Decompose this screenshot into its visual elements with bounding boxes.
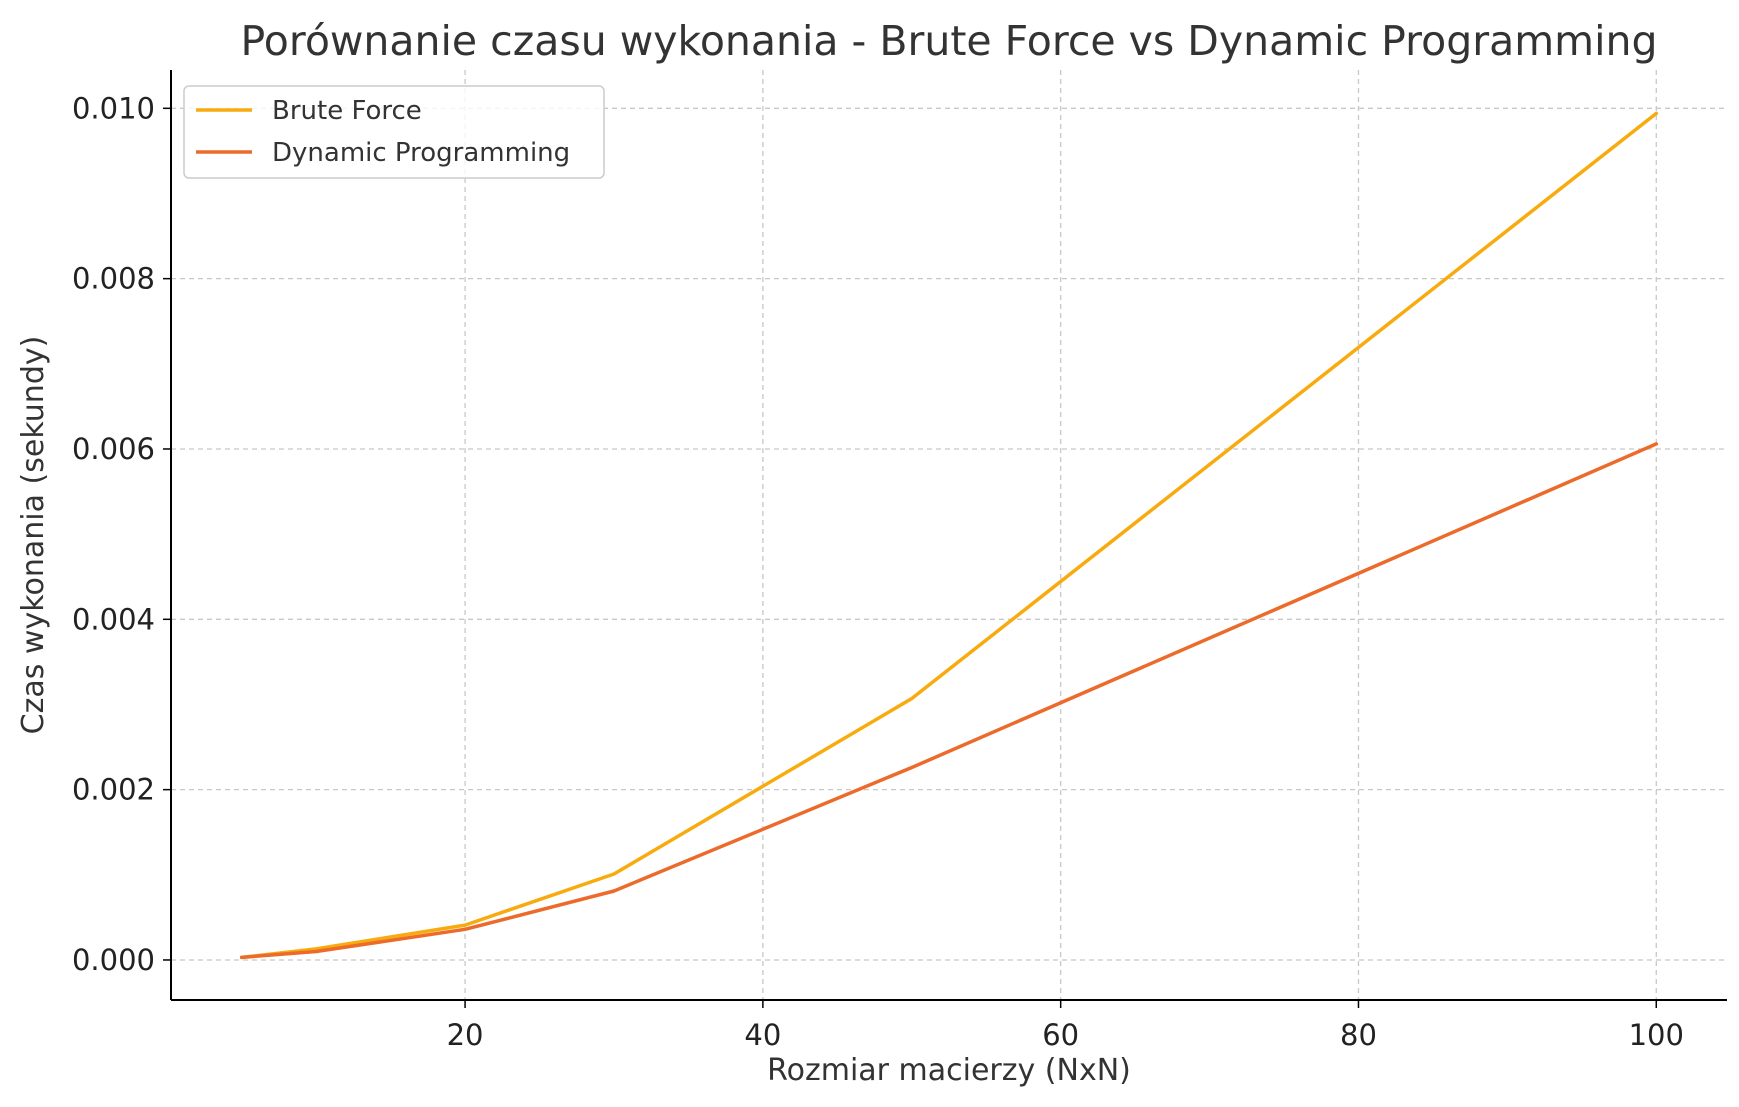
legend-frame [183, 85, 605, 179]
grid [171, 70, 1727, 1000]
y-tick-label: 0.002 [72, 773, 155, 807]
legend-label: Dynamic Programming [272, 138, 570, 168]
y-tick-label: 0.004 [72, 602, 155, 636]
chart-title: Porównanie czasu wykonania - Brute Force… [241, 17, 1658, 65]
x-axis-ticks: 20 40 60 80 100 [447, 1000, 1684, 1052]
series-line-brute-force [239, 111, 1659, 960]
y-axis-ticks: 0.000 0.002 0.004 0.006 0.008 0.010 [72, 91, 171, 977]
x-tick-label: 20 [447, 1018, 484, 1052]
y-tick-label: 0.008 [72, 262, 155, 296]
x-tick-label: 60 [1042, 1018, 1079, 1052]
x-axis-label: Rozmiar macierzy (NxN) [767, 1053, 1131, 1088]
y-tick-label: 0.010 [72, 91, 155, 125]
x-tick-label: 100 [1629, 1018, 1684, 1052]
y-tick-label: 0.000 [72, 943, 155, 977]
series-lines [239, 111, 1659, 960]
series-line-dynamic-programming [239, 442, 1659, 960]
legend-items: Brute Force Dynamic Programming [196, 96, 570, 168]
legend: Brute Force Dynamic Programming [183, 85, 605, 179]
y-tick-label: 0.006 [72, 432, 155, 466]
x-tick-label: 40 [744, 1018, 781, 1052]
y-axis-label: Czas wykonania (sekundy) [16, 336, 51, 735]
x-tick-label: 80 [1340, 1018, 1377, 1052]
legend-label: Brute Force [272, 96, 422, 126]
